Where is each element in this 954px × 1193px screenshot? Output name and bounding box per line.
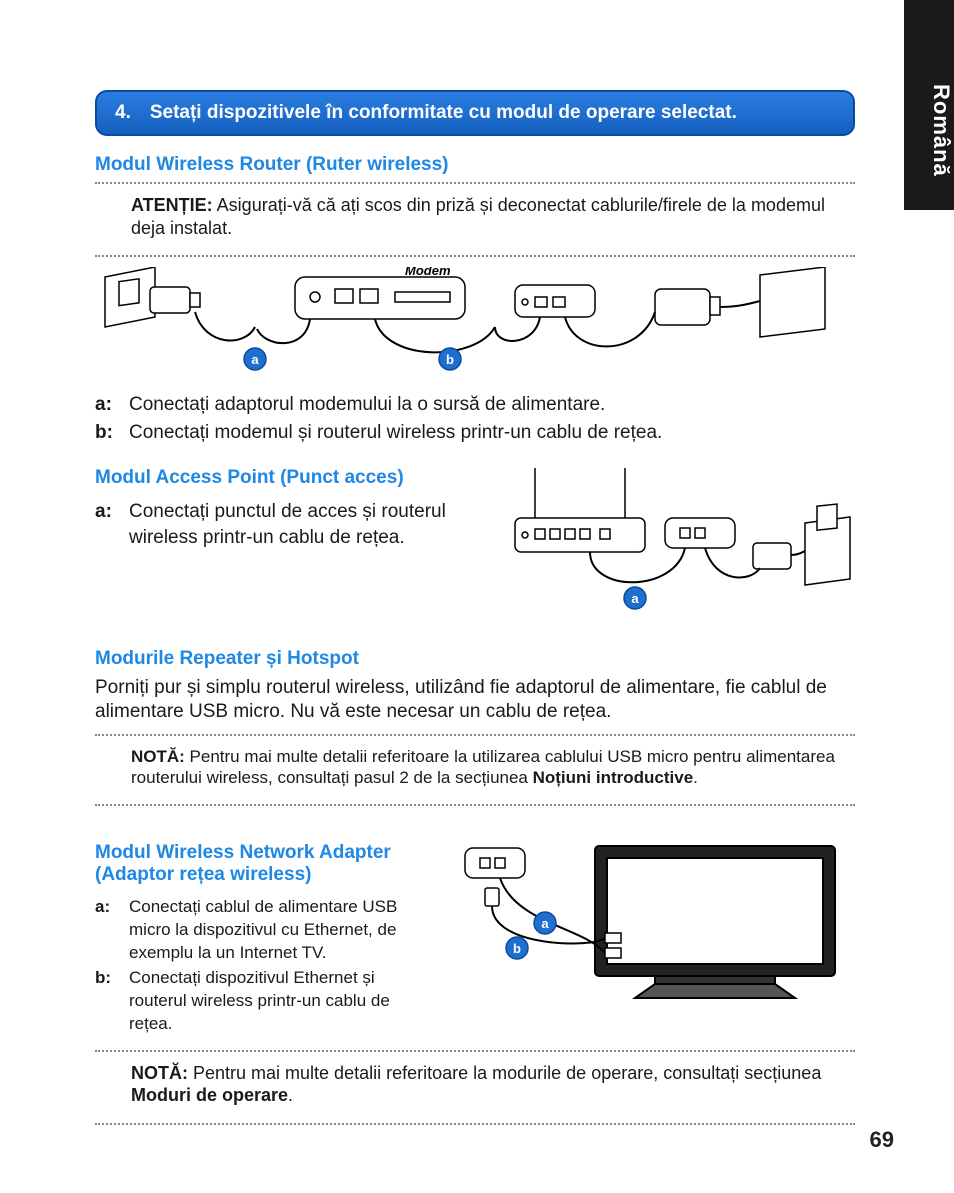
note-text-1: Pentru mai multe detalii referitoare la … [131,747,835,787]
step-heading-box: 4. Setați dispozitivele în conformitate … [95,90,855,136]
page-number: 69 [870,1127,894,1153]
note-bold: Moduri de operare [131,1085,288,1105]
note-bold: Noțiuni introductive [533,768,694,787]
list-item: b: Conectați dispozitivul Ethernet și ro… [95,967,437,1036]
section2: Modul Access Point (Punct acces) a: Cone… [95,453,855,634]
step-a-text: Conectați cablul de alimentare USB micro… [129,896,437,965]
section1-steps: a: Conectați adaptorul modemului la o su… [95,392,855,445]
note-lead: NOTĂ: [131,747,185,766]
language-tab: Română [904,0,954,210]
diagram-badge-a: a [631,591,639,606]
list-item: b: Conectați modemul și routerul wireles… [95,420,855,446]
divider [95,182,855,184]
step-b-text: Conectați dispozitivul Ethernet și route… [129,967,437,1036]
note-text-2: . [693,768,698,787]
step-a-lead: a: [95,392,129,418]
step-a-lead: a: [95,896,129,965]
content-area: 4. Setați dispozitivele în conformitate … [95,90,855,1131]
section2-diagram: a [505,463,855,628]
page: Română 4. Setați dispozitivele în confor… [0,0,954,1193]
section1-title: Modul Wireless Router (Ruter wireless) [95,154,855,176]
section4-title-line2: (Adaptor rețea wireless) [95,864,437,886]
list-item: a: Conectați adaptorul modemului la o su… [95,392,855,418]
section3-note: NOTĂ: Pentru mai multe detalii referitoa… [95,742,855,799]
diagram-badge-a: a [251,352,259,367]
step-b-lead: b: [95,420,129,446]
section4: Modul Wireless Network Adapter (Adaptor … [95,828,855,1044]
section1-diagram: a Modem b [95,267,855,382]
section3-title: Modurile Repeater și Hotspot [95,648,855,670]
step-b-lead: b: [95,967,129,1036]
list-item: a: Conectați punctul de acces și routeru… [95,499,487,550]
section1-attention: ATENȚIE: Asigurați-vă că ați scos din pr… [95,190,855,249]
step-a-lead: a: [95,499,129,550]
section2-title: Modul Access Point (Punct acces) [95,467,487,489]
section3-paragraph: Porniți pur și simplu routerul wireless,… [95,676,855,724]
section4-title-line1: Modul Wireless Network Adapter [95,842,437,864]
section4-diagram: a b [455,838,855,1013]
diagram-modem-label: Modem [405,267,451,278]
list-item: a: Conectați cablul de alimentare USB mi… [95,896,437,965]
step-a-text: Conectați punctul de acces și routerul w… [129,499,487,550]
note-text-1: Pentru mai multe detalii referitoare la … [188,1063,821,1083]
diagram-badge-b: b [446,352,454,367]
divider [95,255,855,257]
divider [95,734,855,736]
note-text-2: . [288,1085,293,1105]
attention-text: Asigurați-vă că ați scos din priză și de… [131,195,825,238]
diagram-badge-b: b [513,941,521,956]
divider [95,1050,855,1052]
divider [95,1123,855,1125]
step-b-text: Conectați modemul și routerul wireless p… [129,420,662,446]
divider [95,804,855,806]
diagram-badge-a: a [541,916,549,931]
note-lead: NOTĂ: [131,1063,188,1083]
step-a-text: Conectați adaptorul modemului la o sursă… [129,392,605,418]
attention-lead: ATENȚIE: [131,195,213,215]
section4-note: NOTĂ: Pentru mai multe detalii referitoa… [95,1058,855,1117]
